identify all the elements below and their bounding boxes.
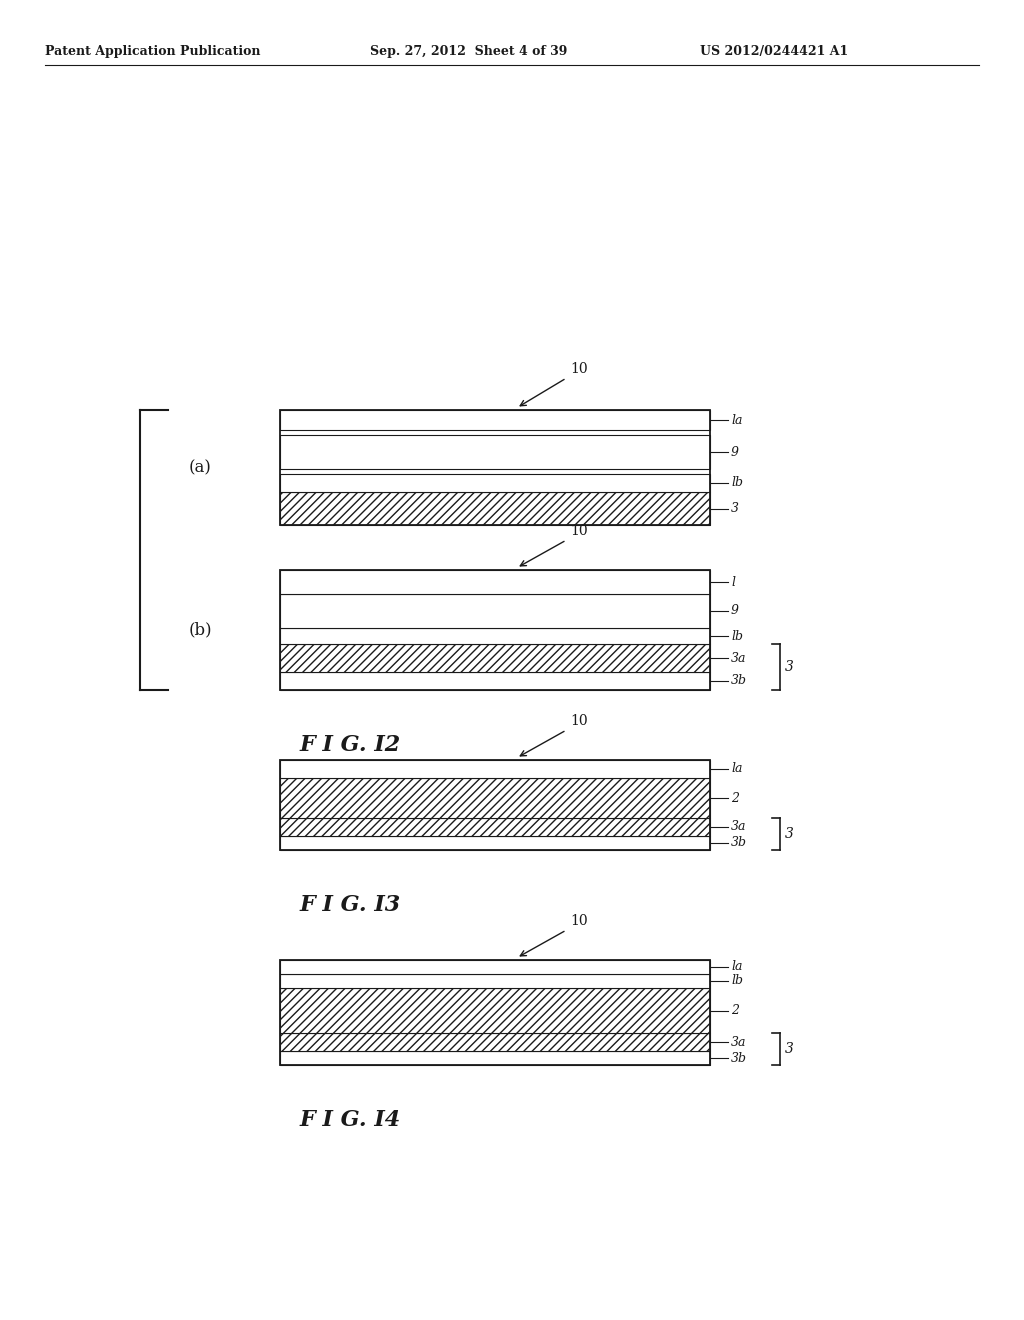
Bar	[280, 1034, 710, 1051]
Text: 3a: 3a	[731, 821, 746, 833]
Bar	[280, 594, 710, 628]
Text: l: l	[731, 576, 735, 589]
Text: 3: 3	[785, 828, 794, 841]
Bar	[280, 960, 710, 1065]
Text: 10: 10	[570, 362, 588, 376]
Bar	[280, 628, 710, 644]
Text: Sep. 27, 2012  Sheet 4 of 39: Sep. 27, 2012 Sheet 4 of 39	[370, 45, 567, 58]
Text: 3: 3	[785, 660, 794, 675]
Bar	[280, 570, 710, 594]
Bar	[280, 411, 710, 430]
Text: 3: 3	[731, 502, 739, 515]
Text: lb: lb	[731, 477, 743, 490]
Text: Patent Application Publication: Patent Application Publication	[45, 45, 260, 58]
Text: 10: 10	[570, 524, 588, 539]
Text: 3b: 3b	[731, 837, 746, 850]
Text: lb: lb	[731, 630, 743, 643]
Text: 10: 10	[570, 913, 588, 928]
Text: (b): (b)	[188, 622, 212, 639]
Bar	[280, 492, 710, 525]
Text: 2: 2	[731, 792, 739, 804]
Text: (a): (a)	[188, 459, 211, 477]
Bar	[280, 672, 710, 690]
Bar	[280, 436, 710, 469]
Bar	[280, 960, 710, 974]
Text: la: la	[731, 763, 742, 776]
Text: 3a: 3a	[731, 652, 746, 664]
Text: 3b: 3b	[731, 675, 746, 688]
Text: 3: 3	[785, 1041, 794, 1056]
Text: 9: 9	[731, 605, 739, 618]
Bar	[280, 644, 710, 672]
Text: F I G. I3: F I G. I3	[300, 894, 401, 916]
Bar	[280, 411, 710, 525]
Text: F I G. I2: F I G. I2	[300, 734, 401, 756]
Bar	[280, 987, 710, 1034]
Text: 9: 9	[731, 446, 739, 458]
Bar	[280, 474, 710, 492]
Bar	[280, 760, 710, 850]
Text: F I G. I4: F I G. I4	[300, 1109, 401, 1131]
Text: lb: lb	[731, 974, 743, 987]
Bar	[280, 777, 710, 818]
Bar	[280, 570, 710, 690]
Text: 3a: 3a	[731, 1035, 746, 1048]
Text: la: la	[731, 961, 742, 974]
Text: la: la	[731, 413, 742, 426]
Bar	[280, 760, 710, 777]
Bar	[280, 1051, 710, 1065]
Text: 10: 10	[570, 714, 588, 729]
Bar	[280, 836, 710, 850]
Bar	[280, 974, 710, 987]
Text: 3b: 3b	[731, 1052, 746, 1064]
Bar	[280, 818, 710, 836]
Text: 2: 2	[731, 1005, 739, 1016]
Text: US 2012/0244421 A1: US 2012/0244421 A1	[700, 45, 848, 58]
